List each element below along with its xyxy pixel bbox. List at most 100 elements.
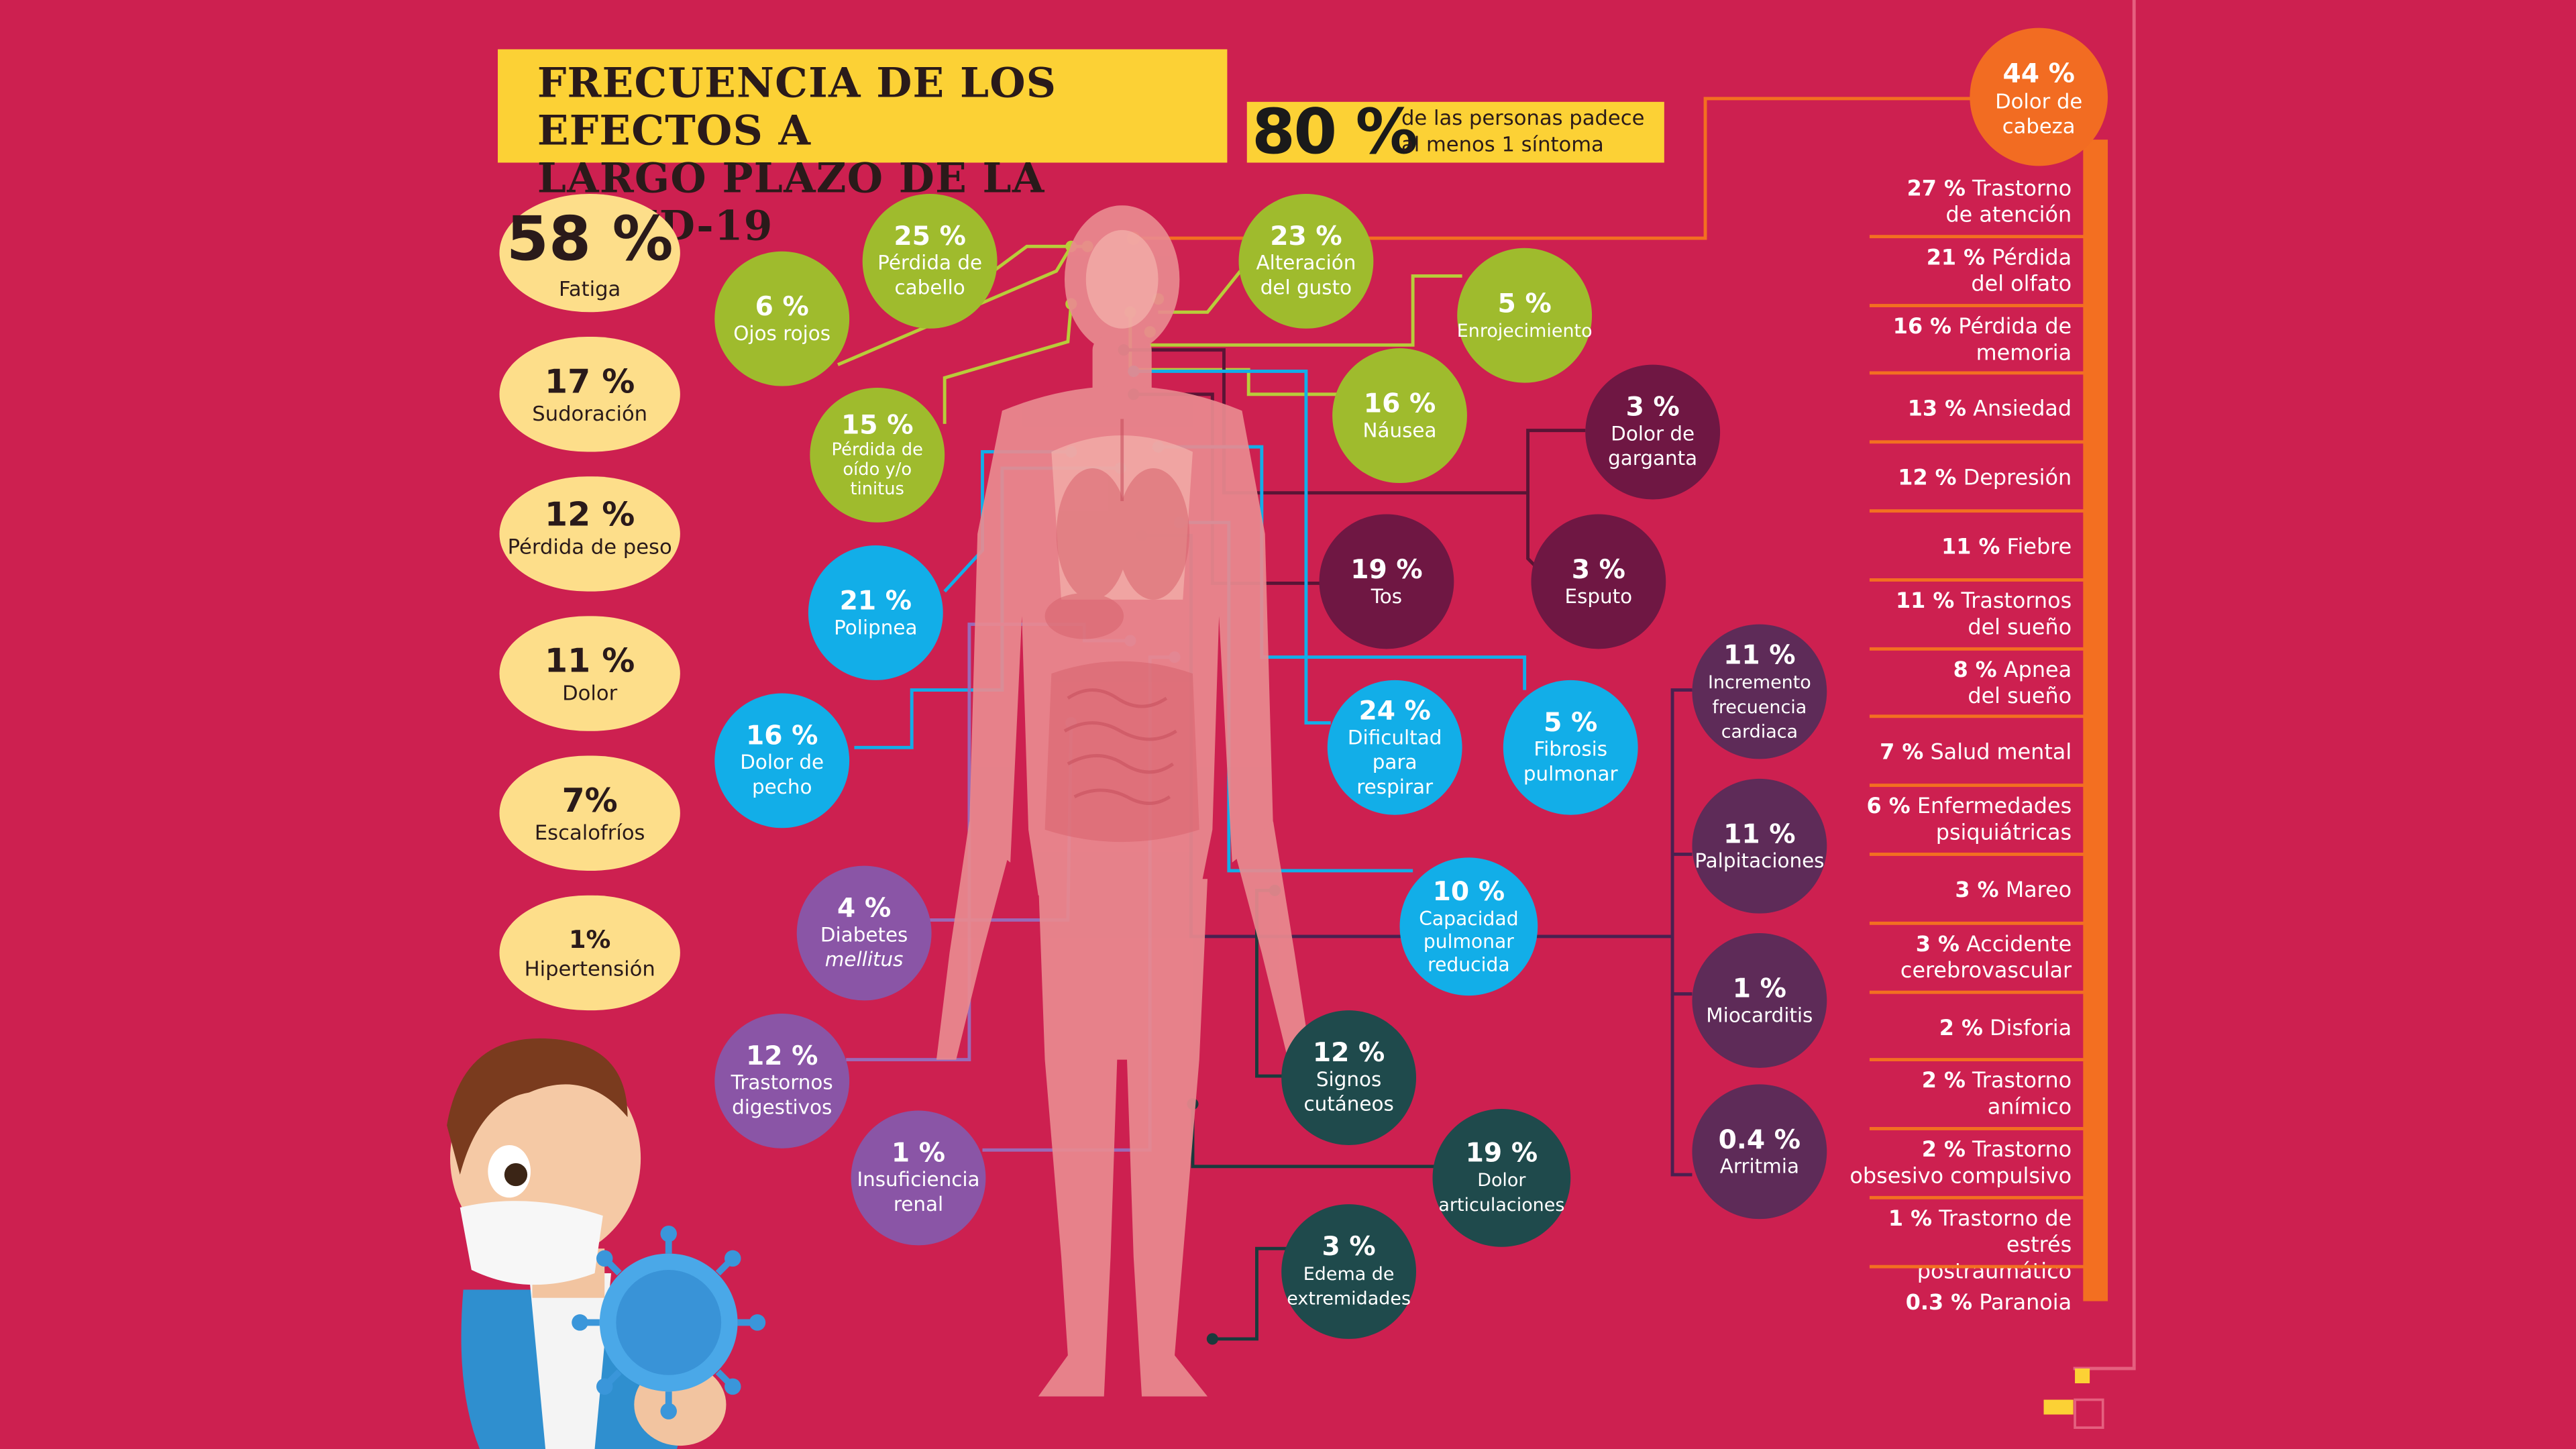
right-list-percent: 3 % [1915, 932, 1960, 958]
right-list-separator [1869, 1265, 2085, 1269]
right-list-separator [1869, 1195, 2085, 1199]
headline-stat-line-1: de las personas padece [1401, 105, 1645, 130]
right-list-separator [1869, 853, 2085, 856]
title-line-1: FRECUENCIA DE LOS EFECTOS A [537, 59, 1057, 155]
right-list-percent: 11 % [1941, 535, 2000, 561]
pill-percent: 17 % [545, 361, 635, 401]
right-list-label: Salud mental [1930, 741, 2072, 767]
right-list-label: Trastorno [1972, 177, 2072, 203]
circle-percent: 23 % [1270, 220, 1342, 252]
right-list-label-line-2: postraumático [1917, 1260, 2072, 1285]
headline-stat-text: de las personas padece al menos 1 síntom… [1401, 105, 1644, 158]
right-list-percent: 2 % [1921, 1138, 1966, 1164]
circle-percent: 3 % [1571, 553, 1625, 584]
right-list-percent: 2 % [1921, 1070, 1966, 1095]
right-list-separator [1869, 784, 2085, 788]
right-list-separator [1869, 1127, 2085, 1131]
circle-esputo: 3 % Esputo [1531, 514, 1666, 649]
right-list-separator [1869, 1059, 2085, 1062]
right-list-separator [1869, 715, 2085, 719]
circle-percent: 12 % [1312, 1036, 1385, 1068]
circle-label: Palpitaciones [1695, 848, 1825, 872]
circle-label: Ojos rojos [733, 321, 831, 345]
circle-digestivos: 12 % Trastornos digestivos [714, 1014, 850, 1148]
circle-ojos-rojos: 6 % Ojos rojos [714, 251, 850, 386]
circle-label: Capacidad pulmonar reducida [1419, 906, 1519, 976]
right-list-label-line-2: obsesivo compulsivo [1849, 1165, 2072, 1190]
right-list-item: 6 % Enfermedades psiquiátricas [1825, 796, 2072, 848]
circle-nausea: 16 % Náusea [1332, 348, 1467, 484]
title-banner: FRECUENCIA DE LOS EFECTOS A LARGO PLAZO … [498, 49, 1228, 250]
right-list-label: Trastornos [1961, 589, 2072, 614]
circle-percent: 21 % [839, 584, 912, 616]
right-list-label-line-2: psiquiátricas [1935, 821, 2072, 847]
circle-label: Dolor articulaciones [1438, 1169, 1565, 1216]
circle-label: Signos cutáneos [1303, 1067, 1394, 1116]
right-list-item: 2 % Trastorno anímico [1825, 1070, 2072, 1122]
right-list-item: 8 % Apnea del sueño [1825, 658, 2072, 710]
right-list-label-line-2: de atención [1945, 203, 2072, 229]
circle-label: Diabetes [820, 923, 908, 947]
right-list-separator [1869, 578, 2085, 582]
circle-label-line-1: Dolor de [1995, 88, 2083, 113]
right-list-label: Pérdida [1992, 246, 2072, 271]
circle-polipnea: 21 % Polipnea [808, 545, 943, 680]
right-list-separator [1869, 646, 2085, 650]
right-list-label-line-2: cerebrovascular [1900, 959, 2072, 984]
circle-label: Alteración del gusto [1256, 251, 1356, 299]
doctor-illustration [447, 1038, 766, 1449]
right-list-percent: 16 % [1892, 315, 1952, 339]
headline-stat: 80 % de las personas padece al menos 1 s… [1246, 97, 1664, 166]
right-list-label: Apnea [2003, 658, 2072, 683]
circle-diabetes: 4 % Diabetes mellitus [796, 865, 932, 1001]
right-list-separator [1869, 509, 2085, 513]
circle-label: Insuficiencia renal [857, 1168, 980, 1216]
circle-articulaciones: 19 % Dolor articulaciones [1432, 1109, 1571, 1247]
circle-percent: 11 % [1723, 638, 1796, 669]
right-list-item: 7 % Salud mental [1825, 741, 2072, 767]
right-list-separator [1869, 440, 2085, 444]
right-list-label-line-2: del olfato [1971, 272, 2072, 297]
circle-label: Dificultad para respirar [1347, 725, 1442, 798]
circle-arritmia: 0.4 % Arritmia [1692, 1084, 1827, 1220]
right-list-percent: 7 % [1880, 741, 1924, 767]
circle-label: Dolor de garganta [1608, 422, 1698, 470]
right-list-label: Accidente [1966, 932, 2072, 958]
right-list-item: 3 % Accidente cerebrovascular [1825, 933, 2072, 985]
circle-percent: 10 % [1432, 875, 1505, 907]
circle-label: Fibrosis pulmonar [1523, 737, 1618, 786]
circle-label: Enrojecimiento [1456, 319, 1593, 341]
right-list-item: 2 % Disforia [1825, 1016, 2072, 1042]
right-list-item: 21 % Pérdida del olfato [1825, 246, 2072, 299]
right-list-label-line-2: anímico [1987, 1096, 2072, 1122]
pill-escalofrios: 7% Escalofríos [499, 755, 680, 871]
circle-percent: 16 % [745, 719, 818, 751]
headline-stat-percent: 80 % [1252, 95, 1418, 168]
virus-icon [572, 1225, 766, 1419]
circle-percent: 1 % [1732, 971, 1786, 1004]
pill-perdida-peso: 12 % Pérdida de peso [499, 476, 680, 592]
circle-pecho: 16 % Dolor de pecho [714, 693, 850, 828]
circle-respirar: 24 % Dificultad para respirar [1327, 680, 1462, 815]
right-list-percent: 8 % [1953, 658, 1997, 683]
right-list-separator [1869, 303, 2085, 307]
right-list-percent: 13 % [1907, 398, 1967, 423]
circle-oido: 15 % Pérdida de oído y/o tinitus [810, 387, 945, 523]
circle-edema: 3 % Edema de extremidades [1281, 1204, 1417, 1339]
right-list-label: Trastorno [1972, 1070, 2072, 1095]
right-list-label: Paranoia [1979, 1291, 2072, 1316]
circle-label: Pérdida de cabello [877, 251, 983, 299]
right-list-label: Pérdida de [1958, 315, 2072, 339]
pill-hipertension: 1% Hipertensión [499, 895, 680, 1011]
circle-tos: 19 % Tos [1319, 514, 1454, 649]
circle-enrojecimiento: 5 % Enrojecimiento [1457, 248, 1593, 383]
pill-label: Fatiga [559, 276, 621, 301]
right-list-percent: 11 % [1896, 589, 1955, 614]
circle-capacidad: 10 % Capacidad pulmonar reducida [1399, 857, 1538, 996]
circle-percent: 3 % [1625, 390, 1680, 423]
right-list-separator [1869, 234, 2085, 238]
circle-label: Tos [1371, 584, 1403, 607]
right-list-item: 11 % Trastornos del sueño [1825, 590, 2072, 642]
right-list-percent: 27 % [1907, 177, 1966, 203]
